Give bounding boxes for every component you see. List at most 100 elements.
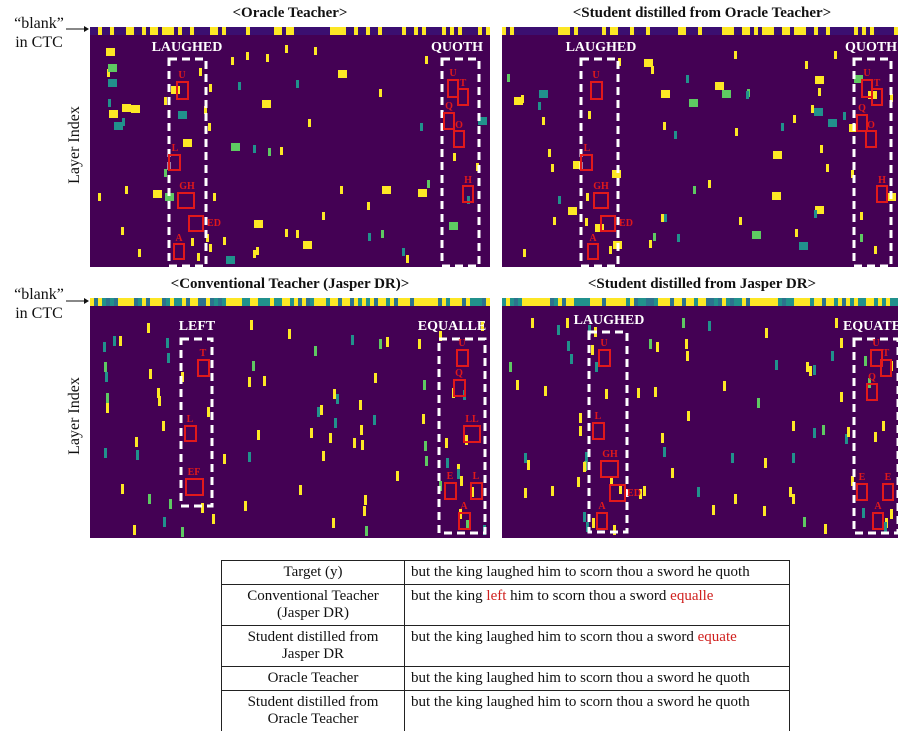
activation-cell bbox=[663, 122, 666, 130]
activation-cell bbox=[531, 318, 534, 328]
blank-cell bbox=[474, 27, 478, 35]
blank-cell bbox=[790, 27, 794, 35]
activation-cell bbox=[772, 192, 781, 200]
activation-cell bbox=[605, 389, 608, 399]
blank-cell bbox=[762, 27, 766, 35]
activation-cell bbox=[516, 380, 519, 390]
activation-cell bbox=[322, 451, 325, 461]
blank-cell bbox=[410, 298, 414, 306]
activation-cell bbox=[566, 318, 569, 328]
activation-cell bbox=[374, 373, 377, 383]
blank-cell bbox=[274, 298, 278, 306]
activation-cell bbox=[471, 487, 474, 497]
letter-label: L bbox=[595, 411, 602, 422]
blank-cell bbox=[602, 298, 606, 306]
blank-cell bbox=[874, 27, 878, 35]
blank-cell bbox=[270, 298, 274, 306]
blank-cell bbox=[530, 27, 534, 35]
blank-cell bbox=[290, 27, 294, 35]
letter-box bbox=[580, 154, 593, 171]
activation-cell bbox=[365, 526, 368, 536]
row-text: but the king laughed him to scorn thou a… bbox=[404, 625, 790, 667]
word-box bbox=[179, 337, 214, 508]
blank-cell bbox=[666, 27, 670, 35]
activation-cell bbox=[862, 508, 865, 518]
heatmap-panel-student-oracle: LAUGHED QUOTH U L GH ED A U T Q O H bbox=[502, 27, 898, 267]
word-box bbox=[440, 57, 481, 267]
activation-cell bbox=[586, 193, 589, 201]
letter-label: L bbox=[187, 414, 194, 425]
activation-cell bbox=[320, 405, 323, 415]
blank-cell bbox=[158, 27, 162, 35]
activation-cell bbox=[731, 453, 734, 463]
activation-cell bbox=[254, 220, 263, 228]
activation-cell bbox=[266, 54, 269, 62]
activation-cell bbox=[656, 342, 659, 352]
activation-cell bbox=[789, 487, 792, 497]
letter-box bbox=[871, 88, 883, 106]
activation-cell bbox=[223, 237, 226, 245]
blank-cell bbox=[414, 298, 418, 306]
blank-cell bbox=[114, 298, 118, 306]
blank-cell bbox=[734, 298, 738, 306]
blank-cell bbox=[174, 27, 178, 35]
activation-cell bbox=[288, 329, 291, 339]
activation-cell bbox=[592, 518, 595, 528]
activation-cell bbox=[418, 339, 421, 349]
blank-cell bbox=[370, 298, 374, 306]
blank-cell bbox=[674, 298, 678, 306]
activation-cell bbox=[109, 110, 118, 118]
heatmap-svg: LAUGHED EQUATE U L GH ED A U T Q E E A bbox=[502, 298, 898, 535]
letter-label: U bbox=[872, 338, 879, 349]
blank-cell bbox=[250, 298, 254, 306]
activation-cell bbox=[712, 505, 715, 515]
blank-cell bbox=[646, 27, 650, 35]
activation-cell bbox=[792, 453, 795, 463]
activation-cell bbox=[854, 75, 863, 83]
activation-cell bbox=[551, 486, 554, 496]
blank-cell bbox=[310, 298, 314, 306]
blank-cell bbox=[318, 27, 322, 35]
letter-label: E bbox=[447, 471, 454, 482]
activation-cell bbox=[523, 249, 526, 257]
blank-cell bbox=[422, 27, 426, 35]
letter-label: L bbox=[473, 471, 480, 482]
blank-cell bbox=[166, 298, 170, 306]
blank-cell bbox=[242, 298, 246, 306]
activation-cell bbox=[814, 210, 817, 218]
blank-cell bbox=[518, 27, 522, 35]
blank-cell bbox=[482, 27, 486, 35]
letter-label: O bbox=[455, 120, 463, 131]
letter-box bbox=[173, 243, 185, 260]
activation-cell bbox=[722, 90, 731, 98]
blank-cell bbox=[782, 27, 786, 35]
activation-cell bbox=[558, 196, 561, 204]
blank-cell bbox=[750, 27, 754, 35]
blank-cell bbox=[470, 27, 474, 35]
blank-cell bbox=[822, 298, 826, 306]
activation-cell bbox=[250, 320, 253, 330]
activation-cell bbox=[453, 153, 456, 161]
heatmap-panel-student-jasper: LAUGHED EQUATE U L GH ED A U T Q E E A bbox=[502, 298, 898, 538]
blank-label-top: “blank” in CTC bbox=[4, 14, 74, 52]
blank-cell bbox=[138, 27, 142, 35]
row-label: Student distilled from Oracle Teacher bbox=[221, 690, 405, 731]
blank-cell bbox=[270, 27, 274, 35]
row-text: but the king left him to scorn thou a sw… bbox=[404, 584, 790, 626]
activation-cell bbox=[708, 321, 711, 331]
blank-cell bbox=[246, 27, 250, 35]
activation-cell bbox=[671, 468, 674, 478]
blank-cell bbox=[662, 298, 666, 306]
letter-box bbox=[462, 185, 474, 203]
letter-box bbox=[593, 192, 609, 209]
activation-cell bbox=[231, 57, 234, 65]
activation-cell bbox=[406, 255, 409, 263]
letter-box bbox=[600, 460, 619, 478]
activation-cell bbox=[296, 80, 299, 88]
activation-cell bbox=[460, 476, 463, 486]
activation-cell bbox=[207, 407, 210, 417]
blank-cell bbox=[118, 298, 122, 306]
activation-cell bbox=[147, 323, 150, 333]
activation-cell bbox=[639, 489, 642, 499]
blank-cell bbox=[386, 298, 390, 306]
